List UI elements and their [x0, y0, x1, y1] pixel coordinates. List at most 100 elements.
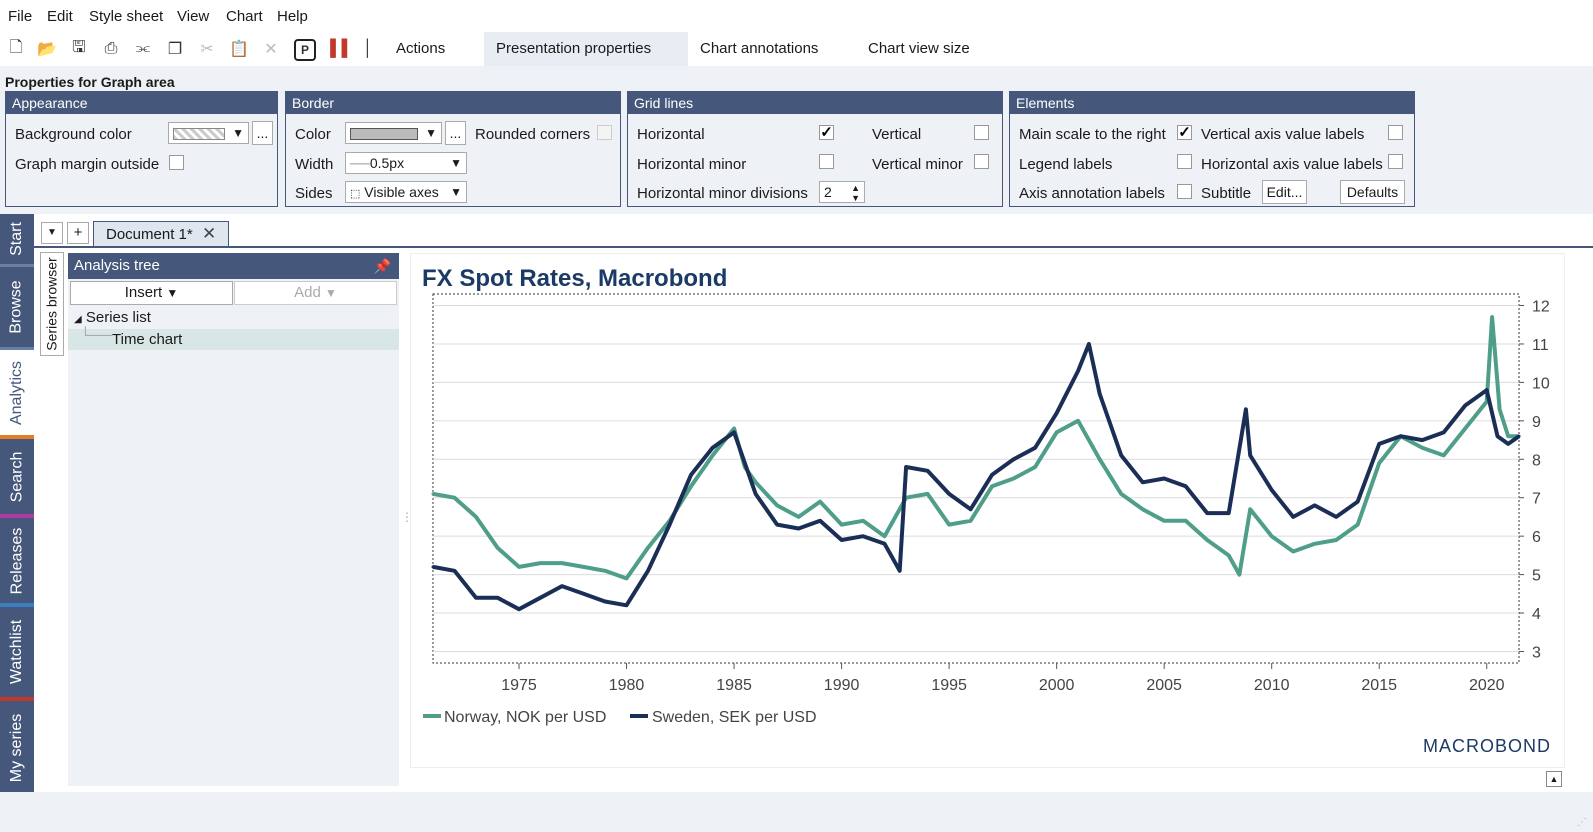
series-line-sek[interactable]	[432, 342, 1521, 612]
data-point-sek	[1442, 430, 1446, 434]
tab-chart-view-size[interactable]: Chart view size	[868, 40, 970, 57]
data-point-sek	[1012, 457, 1016, 461]
border-color-more-button[interactable]: ...	[445, 121, 466, 145]
border-width-dropdown[interactable]: ──0.5px ▼	[345, 152, 467, 174]
vertical-axis-labels-checkbox[interactable]	[1388, 125, 1403, 140]
grid-vertical-checkbox[interactable]	[974, 125, 989, 140]
graph-margin-checkbox[interactable]	[169, 155, 184, 170]
legend-labels-checkbox[interactable]	[1177, 154, 1192, 169]
pin-icon[interactable]: 📌	[373, 258, 391, 274]
subtitle-edit-button[interactable]: Edit...	[1262, 180, 1307, 204]
plot-area-frame[interactable]	[432, 293, 1520, 664]
data-point-sek	[898, 569, 902, 573]
rounded-corners-checkbox[interactable]	[597, 125, 612, 140]
tab-presentation-properties[interactable]: Presentation properties	[484, 32, 688, 66]
data-point-sek	[840, 538, 844, 542]
data-point-sek	[1141, 480, 1145, 484]
status-bar: ⋰	[0, 792, 1593, 832]
data-point-nok	[754, 480, 758, 484]
rail-tab-browse-label: Browse	[8, 280, 26, 334]
data-point-nok	[517, 565, 521, 569]
menu-view[interactable]: View	[177, 8, 210, 25]
expand-triangle-icon[interactable]: ◢	[74, 314, 82, 325]
data-point-sek	[1334, 515, 1338, 519]
data-point-sek	[711, 446, 715, 450]
rail-tab-my-series[interactable]: My series	[0, 701, 34, 794]
border-color-dropdown[interactable]: ▼	[345, 122, 442, 144]
axis-annotation-checkbox[interactable]	[1177, 184, 1192, 199]
tab-actions[interactable]: Actions	[396, 40, 446, 57]
ruler-icon[interactable]: │	[363, 40, 373, 57]
print-icon[interactable]: ⎙	[104, 40, 118, 57]
menu-chart[interactable]: Chart	[226, 8, 263, 25]
series-lines	[431, 315, 1521, 612]
scroll-up-arrow-icon[interactable]: ▲	[1546, 771, 1562, 787]
data-point-nok	[625, 576, 629, 580]
border-sides-dropdown[interactable]: ⬚ Visible axes ▼	[345, 181, 467, 203]
grid-lines-group: Grid lines Horizontal Vertical Horizonta…	[627, 91, 1003, 207]
share-icon[interactable]: ⫘	[135, 40, 151, 57]
menu-help[interactable]: Help	[277, 8, 308, 25]
data-point-sek	[883, 542, 887, 546]
analysis-tree-panel: Analysis tree 📌 Insert ▼ Add ▼ ◢ Series …	[68, 253, 399, 786]
grid-vertical-minor-checkbox[interactable]	[974, 154, 989, 169]
border-width-value: 0.5px	[369, 155, 405, 171]
add-button[interactable]: Add ▼	[234, 281, 397, 305]
rail-tab-watchlist[interactable]: Watchlist	[0, 607, 34, 701]
data-point-sek	[861, 534, 865, 538]
grid-horizontal-minor-checkbox[interactable]	[819, 154, 834, 169]
menu-style-sheet[interactable]: Style sheet	[89, 8, 164, 25]
chart-bars-icon[interactable]: ▐▐	[324, 40, 348, 57]
data-point-nok	[1442, 453, 1446, 457]
new-doc-plus-icon[interactable]: +	[67, 222, 89, 244]
background-color-more-button[interactable]: ...	[252, 121, 273, 145]
menu-file[interactable]: File	[8, 8, 33, 25]
rail-tab-browse[interactable]: Browse	[0, 267, 34, 350]
horizontal-axis-labels-checkbox[interactable]	[1388, 154, 1403, 169]
properties-panel: Properties for Graph area Appearance Bac…	[0, 66, 1593, 214]
data-point-nok	[861, 519, 865, 523]
y-tick-labels: 3 4 5 6 7 8 9 10 11 12	[1519, 299, 1550, 661]
tab-chart-annotations[interactable]: Chart annotations	[700, 40, 819, 57]
copy-icon[interactable]: ❐	[167, 41, 183, 58]
rail-tab-start[interactable]: Start	[0, 214, 34, 267]
resize-grip-icon[interactable]: ⋰	[1577, 817, 1587, 828]
background-color-dropdown[interactable]: ▼	[168, 122, 249, 144]
defaults-button[interactable]: Defaults	[1340, 180, 1405, 204]
close-icon[interactable]: ✕	[202, 224, 217, 243]
data-point-sek	[818, 519, 822, 523]
presentation-p-icon[interactable]: P	[294, 39, 316, 61]
x-tick-label: 2005	[1146, 677, 1182, 694]
insert-button[interactable]: Insert ▼	[70, 281, 233, 305]
doc-list-dropdown-icon[interactable]: ▼	[41, 222, 63, 244]
main-scale-right-checkbox[interactable]	[1177, 125, 1192, 140]
background-color-label: Background color	[15, 126, 132, 143]
save-icon[interactable]: 🖫	[72, 38, 86, 56]
paste-icon[interactable]: 📋	[229, 41, 249, 58]
chart-panel: FX Spot Rates, Macrobond 3 4 5 6 7 8 9 10 11 12 1…	[410, 253, 1565, 768]
data-point-sek	[947, 492, 951, 496]
open-folder-icon[interactable]: 📂	[37, 41, 57, 58]
rail-tab-analytics[interactable]: Analytics	[0, 350, 34, 439]
new-document-icon[interactable]: 🗋	[9, 38, 23, 56]
menu-edit[interactable]: Edit	[47, 8, 73, 25]
tree-node-time-chart[interactable]: └── Time chart	[68, 327, 399, 350]
series-browser-tab[interactable]: Series browser	[40, 252, 64, 356]
data-point-nok	[1377, 461, 1381, 465]
tree-node-series-list[interactable]: ◢ Series list	[74, 309, 151, 326]
data-point-nok	[969, 519, 973, 523]
cut-icon[interactable]: ✂	[200, 41, 214, 58]
fx-chart: FX Spot Rates, Macrobond 3 4 5 6 7 8 9 10 11 12 1…	[422, 265, 1550, 756]
series-line-nok[interactable]	[432, 315, 1519, 581]
grid-horizontal-checkbox[interactable]	[819, 125, 834, 140]
stepper-arrows-icon[interactable]: ▲ ▼	[851, 183, 860, 203]
rail-tab-search[interactable]: Search	[0, 439, 34, 518]
delete-icon[interactable]: ✕	[264, 41, 278, 58]
minor-divisions-stepper[interactable]: 2 ▲ ▼	[819, 181, 865, 203]
data-point-nok	[818, 500, 822, 504]
data-point-sek	[453, 569, 457, 573]
rail-tab-releases[interactable]: Releases	[0, 518, 34, 607]
data-point-nok	[1076, 419, 1080, 423]
document-tab[interactable]: Document 1* ✕	[93, 221, 229, 246]
chevron-down-icon: ▼	[450, 156, 462, 170]
